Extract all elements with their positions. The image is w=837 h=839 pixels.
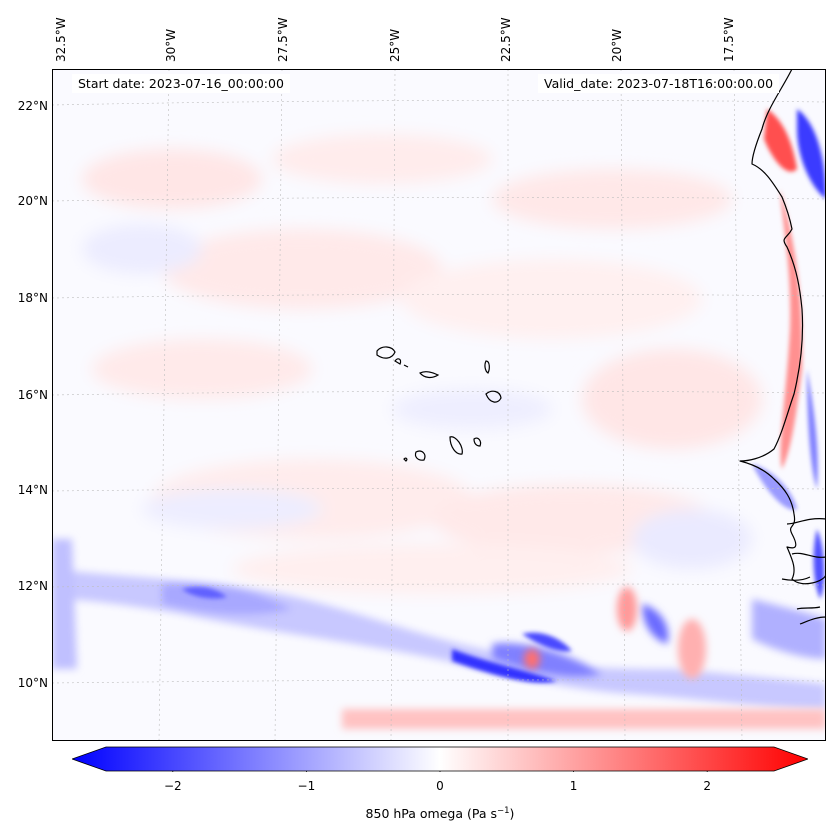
colorbar-bar [72, 746, 808, 772]
colorbar-tick-label: 1 [569, 779, 578, 793]
lat-label-20n: 20°N [17, 194, 48, 208]
coastline [739, 69, 826, 625]
lon-label-32-5w: 32.5°W [54, 17, 68, 62]
colorbar [72, 746, 808, 772]
lon-label-17-5w: 17.5°W [722, 17, 736, 62]
colorbar-tick-label: −1 [297, 779, 316, 793]
lon-label-30w: 30°W [164, 28, 178, 62]
lat-label-22n: 22°N [17, 99, 48, 113]
lon-label-25w: 25°W [388, 28, 402, 62]
colorbar-ticks [172, 771, 708, 772]
colorbar-tick-label: 0 [436, 779, 444, 793]
map-frame [52, 69, 826, 741]
lat-label-16n: 16°N [17, 388, 48, 402]
colorbar-title: 850 hPa omega (Pa s−1) [365, 806, 515, 822]
graticule [52, 69, 826, 741]
start-date-label: Start date: 2023-07-16_00:00:00 [72, 74, 290, 93]
lat-label-14n: 14°N [17, 483, 48, 497]
colorbar-units-exponent: −1 [497, 806, 510, 816]
colorbar-variable: 850 hPa omega [365, 806, 464, 822]
valid-date-label: Valid_date: 2023-07-18T16:00:00.00 [538, 74, 780, 93]
lat-label-12n: 12°N [17, 579, 48, 593]
colorbar-tick-label: 2 [703, 779, 711, 793]
colorbar-units: Pa s [471, 806, 498, 822]
cape-verde-islands [376, 346, 502, 462]
lat-label-18n: 18°N [17, 291, 48, 305]
lon-label-27-5w: 27.5°W [276, 17, 290, 62]
southern-jet-core [182, 586, 572, 683]
lon-label-22-5w: 22.5°W [499, 17, 513, 62]
lon-label-20w: 20°W [610, 28, 624, 62]
map-panel [52, 69, 826, 741]
colorbar-tick-label: −2 [163, 779, 182, 793]
southern-red-streaks [342, 587, 826, 729]
lat-label-10n: 10°N [17, 676, 48, 690]
omega-field [82, 134, 762, 594]
